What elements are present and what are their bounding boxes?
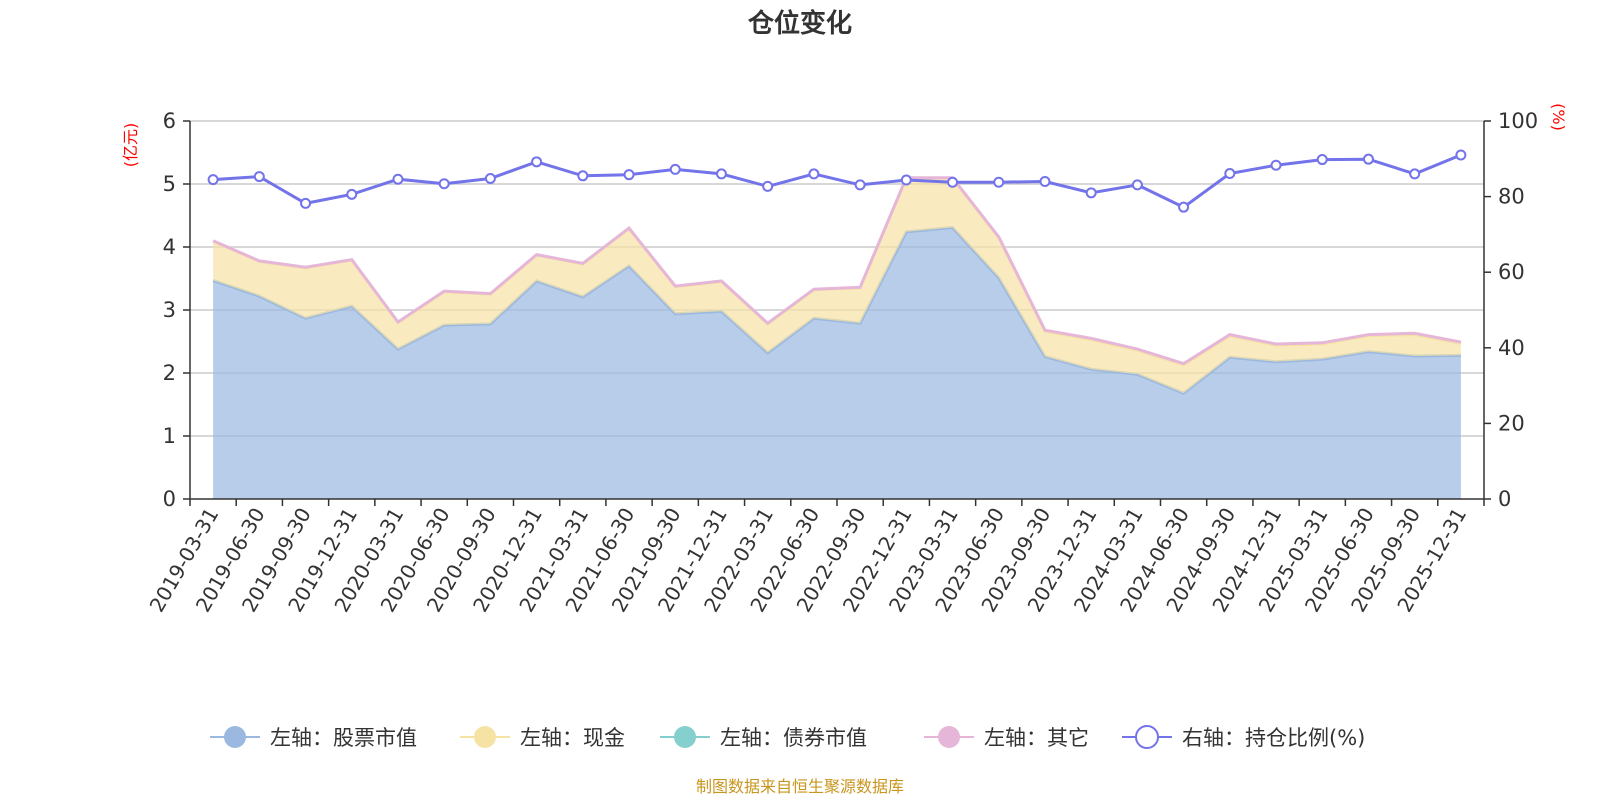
right-tick-label: 80 (1498, 185, 1525, 209)
ratio-line-series (207, 149, 1467, 213)
legend-label: 右轴：持仓比例(%) (1182, 726, 1365, 750)
ratio-point (346, 188, 358, 200)
ratio-point (623, 169, 635, 181)
ratio-point (300, 197, 312, 209)
legend-label: 左轴：其它 (984, 726, 1089, 750)
ratio-point (900, 174, 912, 186)
right-tick-label: 40 (1498, 336, 1525, 360)
ratio-line (213, 153, 1462, 209)
legend-label: 左轴：债券市值 (720, 726, 867, 750)
legend-item: 左轴：其它 (924, 726, 1089, 750)
legend-marker (224, 726, 246, 748)
ratio-point (531, 156, 543, 168)
left-tick-label: 2 (163, 361, 176, 385)
source-note: 制图数据来自恒生聚源数据库 (696, 777, 904, 796)
ratio-point (762, 180, 774, 192)
ratio-point (1316, 154, 1328, 166)
left-tick-label: 6 (163, 109, 176, 133)
ratio-point (1362, 153, 1374, 165)
ratio-point (207, 174, 219, 186)
ratio-point (1039, 175, 1051, 187)
legend-marker (674, 726, 696, 748)
ratio-point (484, 172, 496, 184)
ratio-point (669, 163, 681, 175)
legend-marker (938, 726, 960, 748)
legend: 左轴：股票市值 左轴：现金 左轴：债券市值 左轴：其它 右轴：持仓比例(%) (210, 725, 1365, 750)
ratio-point (1224, 168, 1236, 180)
legend-marker (1135, 725, 1159, 749)
area-edge-左轴：其它 (212, 176, 1462, 366)
right-axis-unit-label: (%) (1549, 103, 1568, 131)
ratio-point (1270, 159, 1282, 171)
ratio-point (854, 179, 866, 191)
legend-item: 右轴：持仓比例(%) (1122, 725, 1365, 750)
ratio-point (392, 173, 404, 185)
ratio-point (808, 168, 820, 180)
right-tick-label: 20 (1498, 411, 1525, 435)
legend-item: 左轴：股票市值 (210, 726, 417, 750)
legend-item: 左轴：债券市值 (660, 726, 867, 750)
ratio-point (577, 170, 589, 182)
area-左轴：股票市值 (213, 227, 1461, 499)
legend-marker (474, 726, 496, 748)
left-tick-label: 3 (163, 298, 176, 322)
area-series (212, 176, 1462, 499)
chart-title: 仓位变化 (747, 8, 852, 39)
legend-item: 左轴：现金 (460, 726, 625, 750)
ratio-point (993, 176, 1005, 188)
ratio-point (1085, 187, 1097, 199)
left-tick-label: 0 (163, 487, 176, 511)
left-tick-label: 4 (163, 235, 176, 259)
legend-label: 左轴：现金 (520, 726, 625, 750)
legend-label: 左轴：股票市值 (270, 726, 417, 750)
right-tick-label: 60 (1498, 260, 1525, 284)
ratio-point (1455, 149, 1467, 161)
ratio-point (715, 168, 727, 180)
ratio-point (1131, 179, 1143, 191)
right-tick-label: 100 (1498, 109, 1538, 133)
left-axis-unit-label: (亿元) (121, 123, 140, 168)
left-tick-label: 1 (163, 424, 176, 448)
ratio-point (253, 171, 265, 183)
left-tick-label: 5 (163, 172, 176, 196)
ratio-point (1178, 201, 1190, 213)
ratio-point (947, 176, 959, 188)
right-tick-label: 0 (1498, 487, 1511, 511)
ratio-point (438, 178, 450, 190)
ratio-point (1409, 168, 1421, 180)
